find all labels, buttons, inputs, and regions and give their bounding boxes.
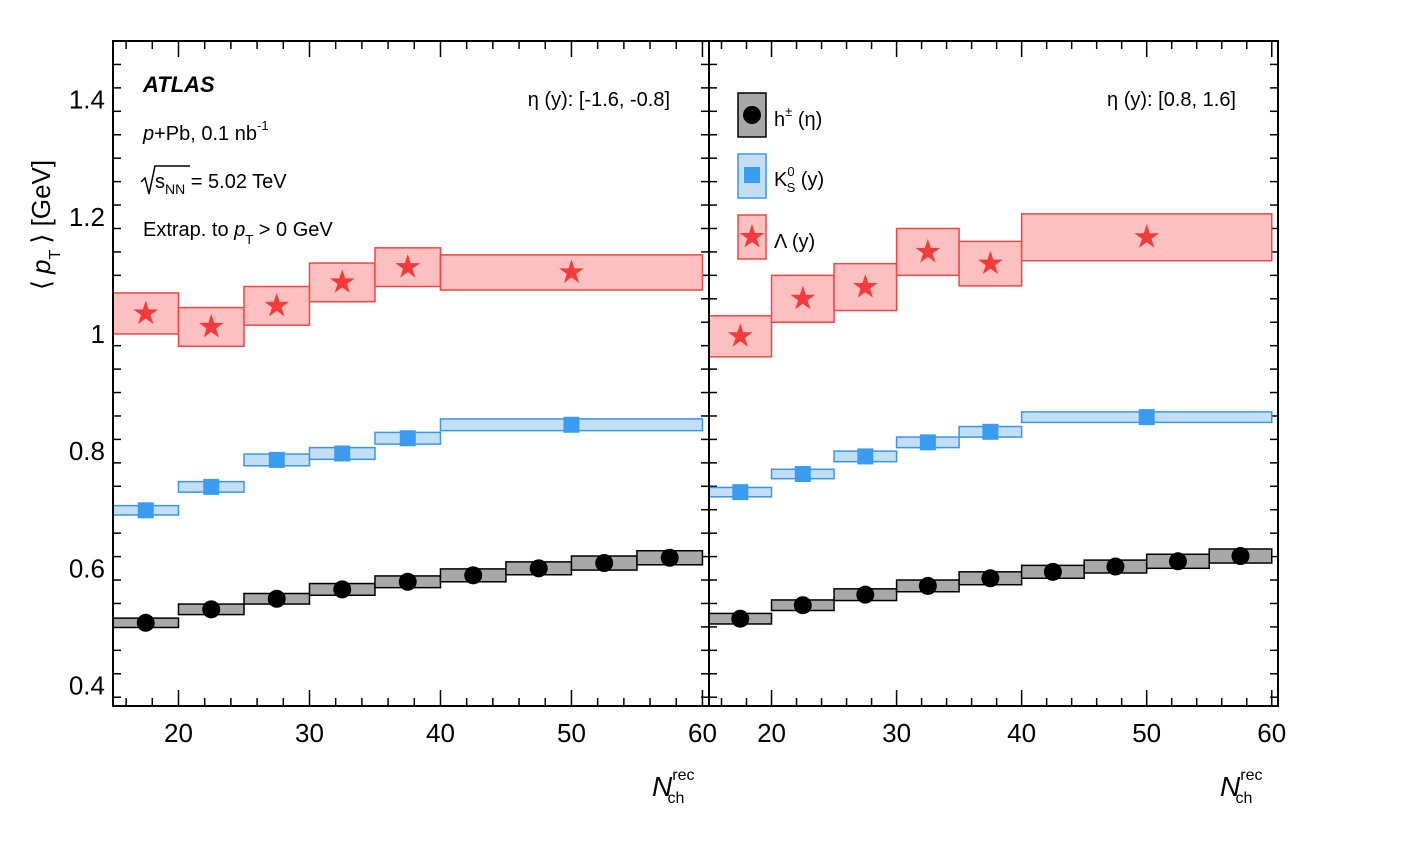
lambda-point [790, 285, 816, 310]
legend-hadron-marker [743, 106, 761, 124]
hadron-point [398, 572, 417, 591]
hadron-point [1168, 552, 1187, 571]
kshort-point [399, 430, 416, 447]
extrapolation-label: Extrap. to pT > 0 GeV [143, 219, 333, 247]
x-tick-label: 60 [688, 718, 717, 748]
lambda-point [264, 292, 290, 317]
y-tick-label: 1.2 [69, 202, 105, 232]
y-axis-label: ⟨pT⟩ [GeV] [26, 160, 64, 290]
svg-text:Λ (y): Λ (y) [774, 231, 815, 253]
lambda-point [395, 254, 421, 278]
hadron-point [267, 589, 286, 608]
kshort-point [919, 434, 936, 451]
y-tick-label: 0.4 [69, 670, 105, 700]
y-tick-label: 1.4 [69, 85, 105, 115]
x-tick-label: 50 [557, 718, 586, 748]
x-axis-label-right: Nrec ch [1220, 767, 1262, 807]
atlas-label: ATLAS [142, 72, 215, 97]
hadron-point [1106, 557, 1125, 576]
energy-label: sNN = 5.02 TeV [140, 165, 287, 197]
y-tick-label: 0.8 [69, 436, 105, 466]
chart-marks: 20 30 40 50 60 0.4 0.6 0.8 1 1.2 1.4 20 30 40 50 60 [69, 40, 1286, 748]
kshort-point [268, 451, 285, 468]
y-tick-label: 0.6 [69, 553, 105, 583]
x-axis-label-left: Nrec ch [652, 767, 694, 807]
legend-kshort-marker [744, 167, 760, 183]
y-tick-label: 1 [91, 319, 105, 349]
lambda-point [978, 250, 1003, 275]
hadron-point [464, 566, 483, 585]
hadron-point [856, 585, 875, 604]
left-panel-eta-label: η (y): [-1.6, -0.8] [528, 89, 670, 111]
lambda-point [727, 323, 753, 347]
lambda-point [198, 313, 224, 338]
hadron-point [793, 596, 812, 615]
svg-text:sNN = 5.02 TeV: sNN = 5.02 TeV [155, 171, 287, 197]
hadron-point [333, 580, 352, 599]
lambda-point [133, 300, 159, 324]
legend-entry-hadron: h± (η) [737, 92, 822, 138]
plot-frame [112, 40, 1279, 707]
lambda-point [852, 274, 878, 298]
kshort-point [137, 502, 154, 519]
x-tick-label: 40 [1007, 718, 1036, 748]
right-panel-eta-label: η (y): [0.8, 1.6] [1107, 89, 1236, 111]
lambda-point [915, 238, 941, 263]
hadron-point [918, 576, 937, 595]
hadron-point [731, 609, 750, 628]
kshort-point [857, 448, 874, 465]
x-tick-label: 20 [164, 718, 193, 748]
lambda-point [329, 269, 355, 293]
x-tick-label: 40 [426, 718, 455, 748]
hadron-point [1043, 562, 1062, 581]
kshort-point [203, 478, 220, 495]
lambda-point [559, 259, 584, 283]
system-label: p+Pb, 0.1 nb-1 [142, 118, 269, 145]
kshort-point [732, 484, 749, 501]
kshort-point [563, 416, 580, 433]
kshort-point [334, 445, 351, 462]
kshort-point [794, 465, 811, 482]
hadron-point [981, 569, 1000, 588]
kshort-point [1138, 409, 1155, 426]
legend-lambda-marker [739, 224, 765, 248]
hadron-point [202, 600, 221, 619]
hadron-point [660, 548, 679, 567]
x-tick-label: 50 [1132, 718, 1161, 748]
x-tick-label: 30 [295, 718, 324, 748]
hadron-point [1231, 547, 1250, 566]
hadron-point [595, 554, 614, 573]
hadron-point [136, 613, 155, 632]
x-tick-label: 30 [882, 718, 911, 748]
lambda-point [1134, 224, 1160, 248]
hadron-point [529, 559, 548, 578]
legend: h± (η) K0 S (y) Λ (y) [737, 92, 824, 260]
x-tick-label: 60 [1257, 718, 1286, 748]
sqrt-sign [140, 165, 190, 195]
svg-text:h± (η): h± (η) [774, 104, 822, 131]
legend-entry-kshort: K0 S (y) [737, 153, 824, 199]
x-tick-label: 20 [757, 718, 786, 748]
legend-entry-lambda: Λ (y) [737, 214, 815, 260]
svg-text:K0S (y): K0 S (y) [774, 164, 824, 195]
kshort-point [982, 423, 999, 440]
